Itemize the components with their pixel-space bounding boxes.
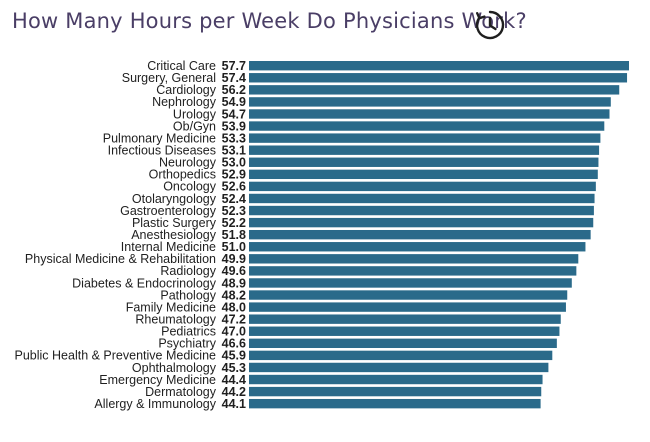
bar-19 [249,290,568,300]
value-label: 51.0 [222,240,246,254]
value-label: 48.0 [222,300,246,314]
value-label: 57.7 [222,59,246,73]
value-label: 52.4 [222,192,246,206]
bar-20 [249,302,566,312]
bar-1 [249,73,628,83]
value-label: 51.8 [222,228,246,242]
bar-28 [249,398,541,409]
bar-17 [249,266,577,276]
bar-4 [249,109,610,119]
category-label: Oncology [163,180,217,194]
bar-18 [249,278,572,288]
value-label: 49.6 [222,264,246,278]
bar-12 [249,205,594,216]
value-label: 47.0 [222,325,246,339]
value-label: 53.0 [222,156,246,170]
category-label: Pulmonary Medicine [103,131,216,145]
clock-icon [475,10,505,40]
category-label: Emergency Medicine [99,373,216,387]
value-label: 52.9 [222,168,246,182]
bar-14 [249,229,591,240]
bar-6 [249,133,601,143]
value-label: 48.9 [222,276,246,290]
bar-21 [249,314,561,324]
value-label: 49.9 [222,252,246,266]
value-label: 45.3 [222,361,246,375]
bar-16 [249,254,579,264]
bar-25 [249,362,549,373]
category-label: Infectious Diseases [108,143,216,157]
value-label: 47.2 [222,312,246,326]
category-label: Family Medicine [126,300,216,314]
value-label: 53.9 [222,119,246,133]
category-label: Neurology [159,156,217,170]
value-label: 48.2 [222,288,246,302]
value-label: 45.9 [222,349,246,363]
value-label: 44.4 [222,373,246,387]
category-label: Dermatology [145,385,217,399]
value-label: 54.7 [222,107,246,121]
category-label: Ophthalmology [132,361,217,375]
category-label: Pediatrics [161,325,216,339]
bar-5 [249,121,605,131]
category-label: Otolaryngology [132,192,217,206]
bar-8 [249,157,599,167]
value-label: 52.6 [222,180,246,194]
value-label: 54.9 [222,95,246,109]
category-label: Urology [173,107,217,121]
category-label: Physical Medicine & Rehabilitation [25,252,216,266]
bar-27 [249,386,542,397]
value-label: 57.4 [222,71,246,85]
category-label: Critical Care [147,59,216,73]
value-label: 53.3 [222,131,246,145]
category-label: Diabetes & Endocrinology [72,276,217,290]
bar-26 [249,374,543,385]
category-label: Ob/Gyn [173,119,216,133]
category-label: Pathology [160,288,216,302]
category-label: Anesthesiology [131,228,217,242]
category-label: Gastroenterology [120,204,217,218]
bar-10 [249,181,596,192]
bar-22 [249,326,560,336]
category-label: Rheumatology [135,312,216,326]
category-label: Orthopedics [149,168,216,182]
value-label: 53.1 [222,143,246,157]
bar-13 [249,217,594,228]
bar-2 [249,85,620,95]
bar-0 [249,61,629,71]
value-label: 56.2 [222,83,246,97]
category-label: Public Health & Preventive Medicine [15,349,217,363]
bar-3 [249,97,611,107]
bar-7 [249,145,600,155]
value-label: 52.3 [222,204,246,218]
bar-9 [249,169,598,180]
chart-title: How Many Hours per Week Do Physicians Wo… [12,9,527,33]
category-label: Nephrology [152,95,217,109]
category-label: Radiology [160,264,216,278]
bar-23 [249,338,557,349]
bar-11 [249,193,595,204]
category-label: Internal Medicine [121,240,216,254]
value-label: 44.1 [222,397,246,411]
category-label: Cardiology [156,83,217,97]
value-label: 46.6 [222,337,246,351]
category-label: Surgery, General [122,71,216,85]
value-label: 52.2 [222,216,246,230]
category-label: Allergy & Immunology [94,397,216,411]
category-label: Psychiatry [158,337,216,351]
value-label: 44.2 [222,385,246,399]
category-label: Plastic Surgery [132,216,217,230]
bar-15 [249,242,586,252]
bar-24 [249,350,553,361]
